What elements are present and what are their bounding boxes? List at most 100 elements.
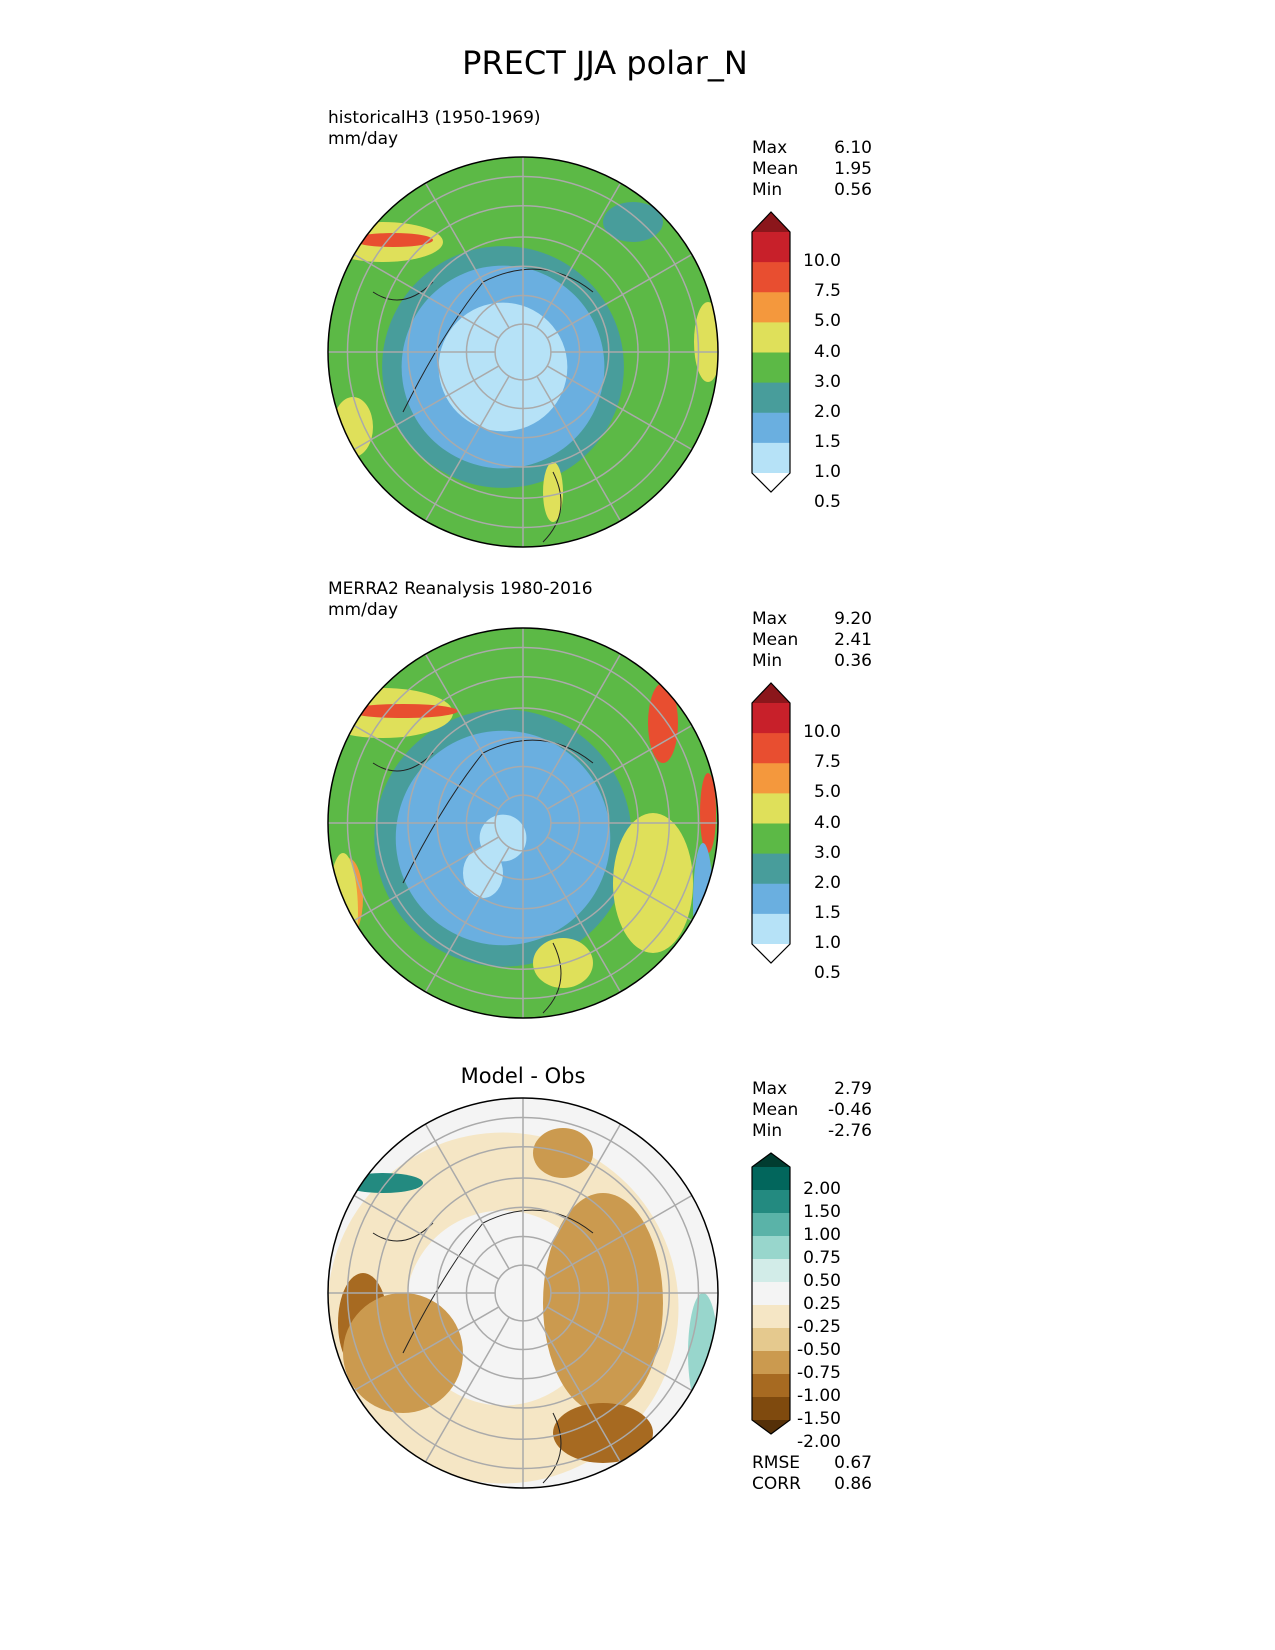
- map-boundary: [327, 627, 719, 1019]
- colorbar-swatch: [752, 1305, 790, 1329]
- colorbar-2: [751, 682, 791, 964]
- colorbar-swatch: [752, 232, 790, 263]
- colorbar-tick-label: 0.25: [803, 1294, 841, 1314]
- colorbar-swatch: [752, 853, 790, 885]
- longitude-line: [424, 846, 510, 993]
- longitude-line: [536, 1316, 622, 1463]
- longitude-line: [424, 653, 510, 800]
- colorbar-3: [751, 1152, 791, 1435]
- metric-label: CORR: [752, 1474, 801, 1494]
- precip-region: [543, 1193, 663, 1413]
- panel1-title: historicalH3 (1950-1969): [328, 108, 541, 128]
- colorbar-tick-label: 2.0: [813, 872, 841, 893]
- precip-region: [543, 462, 563, 522]
- precip-region: [648, 683, 678, 763]
- longitude-line: [536, 846, 622, 993]
- longitude-line: [536, 1123, 622, 1270]
- colorbar-swatch: [752, 352, 790, 384]
- colorbar-tick-label: 3.0: [813, 842, 841, 863]
- stat-value: 2.79: [834, 1079, 872, 1099]
- stat-value: 0.56: [834, 180, 872, 200]
- colorbar-swatch: [752, 262, 790, 293]
- stat-label: Max: [752, 138, 788, 158]
- colorbar-tick-label: 0.5: [813, 963, 841, 984]
- colorbar-tick-label: 7.5: [813, 281, 841, 302]
- precip-region: [463, 848, 503, 898]
- longitude-line: [353, 365, 500, 451]
- stat-value: -2.76: [828, 1121, 872, 1141]
- longitude-line: [424, 1123, 510, 1270]
- colorbar-swatch: [752, 322, 790, 353]
- stat-row: Min 0.36: [752, 651, 872, 672]
- panel2-units: mm/day: [328, 600, 399, 620]
- colorbar-tick-label: 5.0: [813, 782, 841, 803]
- precip-region: [693, 843, 713, 963]
- longitude-line: [546, 365, 693, 451]
- stat-value: 1.95: [834, 159, 872, 179]
- longitude-line: [546, 1194, 693, 1280]
- precip-region: [688, 1293, 718, 1413]
- colorbar-swatch: [752, 1213, 790, 1237]
- stat-label: Max: [752, 609, 788, 629]
- longitude-line: [546, 836, 693, 922]
- colorbar-tick-label: 3.0: [813, 371, 841, 392]
- map-boundary: [327, 156, 719, 548]
- polar-map-1: [327, 156, 719, 548]
- stat-label: Mean: [752, 159, 799, 179]
- panel1-units: mm/day: [328, 129, 399, 149]
- precip-region: [438, 302, 568, 432]
- stat-value: -0.46: [828, 1100, 872, 1120]
- stat-label: Min: [752, 1121, 783, 1141]
- panel2-title: MERRA2 Reanalysis 1980-2016: [328, 579, 593, 599]
- colorbar-swatch: [752, 944, 790, 963]
- longitude-line: [536, 375, 622, 522]
- longitude-line: [353, 724, 500, 810]
- colorbar-tick-label: 1.00: [803, 1225, 841, 1245]
- stat-value: 9.20: [834, 609, 872, 629]
- precip-region: [603, 202, 663, 242]
- longitude-line: [546, 1306, 693, 1392]
- colorbar-tick-label: 4.0: [813, 341, 841, 362]
- colorbar-tick-label: -1.50: [797, 1409, 841, 1429]
- colorbar-tick-label: 2.0: [813, 401, 841, 422]
- stat-label: Max: [752, 1079, 788, 1099]
- precip-region: [343, 1173, 423, 1193]
- colorbar-swatch: [752, 442, 790, 474]
- longitude-line: [353, 836, 500, 922]
- colorbar-swatch: [752, 763, 790, 794]
- precip-region: [700, 773, 716, 853]
- colorbar-swatch: [752, 212, 790, 232]
- metric-row: RMSE 0.67: [752, 1453, 872, 1474]
- stat-label: Mean: [752, 1100, 799, 1120]
- longitude-line: [353, 253, 500, 339]
- longitude-line: [546, 724, 693, 810]
- panel3-title: Model - Obs: [460, 1064, 586, 1088]
- colorbar-tick-label: -2.00: [797, 1432, 841, 1452]
- colorbar-tick-label: -0.75: [797, 1363, 841, 1383]
- colorbar-tick-label: -0.25: [797, 1317, 841, 1337]
- longitude-line: [424, 182, 510, 329]
- metric-value: 0.67: [834, 1453, 872, 1473]
- colorbar-tick-label: -1.00: [797, 1386, 841, 1406]
- colorbar-tick-label: 5.0: [813, 311, 841, 332]
- colorbar-swatch: [752, 1351, 790, 1375]
- longitude-line: [353, 1306, 500, 1392]
- colorbar-swatch: [752, 823, 790, 855]
- precip-region: [348, 704, 458, 718]
- stat-row: Min -2.76: [752, 1121, 872, 1142]
- colorbar-swatch: [752, 1167, 790, 1191]
- colorbar-tick-label: 0.5: [813, 492, 841, 513]
- colorbar-tick-label: 4.0: [813, 812, 841, 833]
- colorbar-swatch: [752, 733, 790, 764]
- stat-label: Mean: [752, 630, 799, 650]
- colorbar-swatch: [752, 1420, 790, 1434]
- colorbar-swatch: [752, 703, 790, 734]
- colorbar-tick-label: 1.50: [803, 1202, 841, 1222]
- colorbar-swatch: [752, 683, 790, 703]
- colorbar-tick-label: 10.0: [803, 251, 841, 272]
- colorbar-swatch: [752, 1282, 790, 1306]
- colorbar-tick-label: -0.50: [797, 1340, 841, 1360]
- colorbar-swatch: [752, 292, 790, 323]
